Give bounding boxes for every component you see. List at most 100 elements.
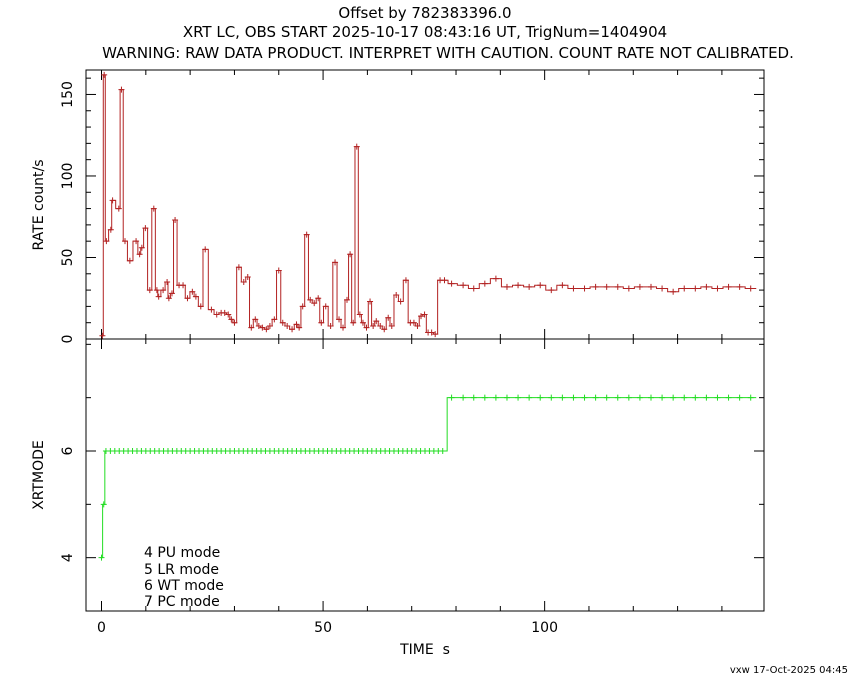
- data-point: [670, 394, 677, 401]
- data-point: [255, 322, 262, 329]
- data-point: [221, 309, 228, 316]
- data-point: [296, 324, 303, 331]
- data-point: [410, 319, 417, 326]
- data-point: [470, 285, 477, 292]
- data-point: [142, 225, 149, 232]
- data-point: [460, 282, 467, 289]
- data-point: [603, 283, 610, 290]
- data-point: [725, 394, 732, 401]
- data-point: [736, 283, 743, 290]
- data-point: [99, 332, 106, 339]
- data-point: [460, 394, 467, 401]
- data-point: [636, 394, 643, 401]
- data-point: [252, 316, 259, 323]
- y-tick-label: 150: [60, 81, 76, 108]
- rate-panel-ticks: 0 50 100 150: [60, 70, 764, 343]
- data-point: [353, 143, 360, 150]
- data-point: [393, 291, 400, 298]
- data-point: [614, 394, 621, 401]
- legend-lr-mode: 5 LR mode: [144, 562, 219, 578]
- data-point: [373, 318, 380, 325]
- series-step-line: [101, 74, 757, 337]
- data-point: [570, 285, 577, 292]
- data-point: [363, 324, 370, 331]
- data-point: [259, 324, 266, 331]
- data-point: [603, 394, 610, 401]
- data-point: [414, 322, 421, 329]
- y-tick-label: 0: [60, 335, 76, 344]
- data-point: [692, 285, 699, 292]
- data-point: [670, 288, 677, 295]
- data-point: [747, 285, 754, 292]
- data-point: [714, 285, 721, 292]
- data-point: [284, 322, 291, 329]
- data-point: [266, 322, 273, 329]
- data-point: [192, 293, 199, 300]
- data-point: [492, 394, 499, 401]
- y-tick-label: 6: [60, 446, 76, 455]
- title-observation: XRT LC, OBS START 2025-10-17 08:43:16 UT…: [183, 23, 667, 41]
- data-point: [481, 394, 488, 401]
- data-point: [101, 71, 108, 78]
- data-point: [703, 394, 710, 401]
- data-point: [146, 287, 153, 294]
- data-point: [503, 283, 510, 290]
- time-axis-label: TIME s: [399, 642, 450, 658]
- data-point: [581, 394, 588, 401]
- data-point: [332, 259, 339, 266]
- data-point: [118, 86, 125, 93]
- data-point: [681, 394, 688, 401]
- data-point: [648, 394, 654, 401]
- series-step-line: [100, 397, 757, 559]
- data-point: [703, 283, 710, 290]
- rate-axis-label: RATE count/s: [31, 159, 47, 250]
- data-point: [133, 238, 140, 245]
- data-point: [347, 251, 354, 258]
- mode-axis-label: XRTMODE: [31, 440, 47, 510]
- data-point: [189, 288, 196, 295]
- data-point: [231, 319, 238, 326]
- data-point: [164, 278, 171, 285]
- data-point: [448, 280, 455, 287]
- data-point: [428, 329, 435, 336]
- data-point: [439, 448, 446, 454]
- data-point: [636, 283, 643, 290]
- data-point: [659, 285, 666, 292]
- x-tick-label: 50: [314, 620, 332, 636]
- data-point: [318, 319, 325, 326]
- y-tick-label: 4: [60, 553, 76, 562]
- data-point: [311, 300, 318, 307]
- data-point: [659, 394, 666, 401]
- legend-pc-mode: 7 PC mode: [144, 594, 220, 610]
- data-point: [526, 394, 533, 401]
- data-point: [202, 246, 209, 253]
- data-point: [377, 322, 384, 329]
- data-point: [537, 282, 544, 289]
- data-point: [515, 394, 522, 401]
- data-point: [397, 298, 404, 305]
- data-point: [275, 267, 282, 274]
- data-point: [570, 394, 577, 401]
- data-point: [165, 295, 172, 302]
- mode-panel: 4 6 0 50 100 XRTMODE 4 PU mode 5 LR mode 6 W…: [31, 338, 765, 636]
- data-point: [184, 295, 191, 302]
- footer-stamp: vxw 17-Oct-2025 04:45: [730, 665, 848, 676]
- data-point: [614, 283, 621, 290]
- data-point: [388, 322, 395, 329]
- data-point: [240, 278, 247, 285]
- data-point: [492, 275, 499, 282]
- data-point: [150, 205, 157, 212]
- data-point: [581, 285, 588, 292]
- data-point: [592, 283, 599, 290]
- data-point: [418, 313, 425, 320]
- data-point: [213, 311, 220, 318]
- data-point: [548, 287, 555, 294]
- data-point: [559, 282, 566, 289]
- data-point: [315, 295, 322, 302]
- data-point: [402, 277, 409, 284]
- title-offset: Offset by 782383396.0: [338, 4, 511, 22]
- data-point: [340, 324, 347, 331]
- mode-legend: 4 PU mode 5 LR mode 6 WT mode 7 PC mode: [144, 545, 224, 610]
- data-point: [344, 296, 351, 303]
